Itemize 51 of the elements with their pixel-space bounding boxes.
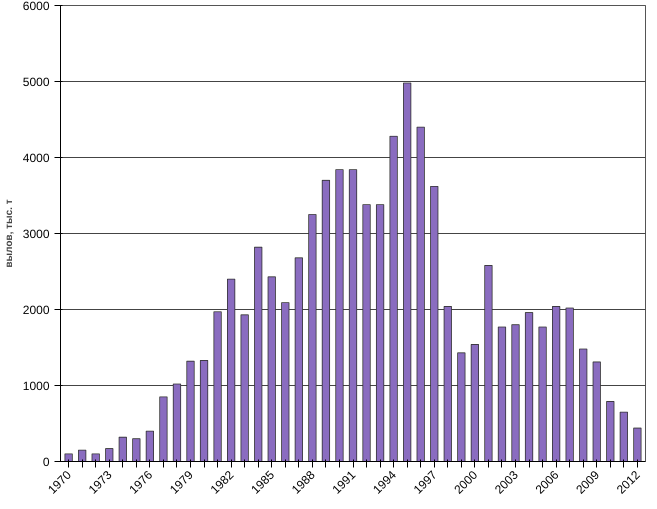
y-tick-label: 4000: [22, 151, 50, 165]
bar: [498, 326, 506, 462]
bar: [579, 348, 588, 462]
y-tick-label: 5000: [22, 75, 50, 89]
bar: [132, 438, 140, 462]
bar: [538, 326, 547, 462]
bar: [484, 265, 493, 462]
bar: [227, 278, 236, 462]
bar: [213, 311, 222, 462]
bar: [390, 136, 398, 462]
bar: [552, 306, 560, 462]
y-tick-label: 6000: [22, 0, 50, 13]
bar: [105, 448, 114, 462]
bar: [606, 401, 614, 462]
bar: [620, 412, 628, 462]
bar: [633, 428, 642, 462]
bar: [322, 180, 330, 462]
bar: [335, 169, 344, 462]
bar: [348, 169, 358, 462]
bar: [376, 204, 384, 462]
y-axis-title: вылов, тыс. т: [4, 199, 15, 268]
bar: [308, 214, 316, 462]
bar: [240, 314, 249, 462]
bar: [403, 82, 412, 462]
y-tick-label: 0: [42, 455, 50, 469]
bar: [566, 308, 574, 462]
bar: [430, 186, 438, 462]
bar: [362, 204, 371, 462]
bar: [457, 352, 466, 462]
bar: [470, 344, 479, 462]
bar: [444, 306, 452, 462]
bar: [200, 360, 208, 462]
bar: [524, 312, 534, 462]
bar: [159, 396, 168, 462]
bar: [268, 276, 276, 462]
bar: [294, 257, 303, 462]
bar: [592, 362, 601, 462]
bar: [92, 454, 100, 462]
bar: [64, 454, 73, 462]
bar: [146, 430, 154, 462]
y-tick-label: 1000: [22, 379, 50, 393]
bar: [118, 436, 127, 462]
bar: [172, 384, 182, 462]
y-tick-label: 3000: [22, 227, 50, 241]
bar: [186, 360, 195, 462]
bar: [281, 302, 290, 462]
bar: [254, 246, 262, 462]
y-tick-label: 2000: [22, 303, 50, 317]
bar: [511, 324, 520, 462]
bar: [416, 126, 425, 462]
bar: [78, 450, 86, 462]
